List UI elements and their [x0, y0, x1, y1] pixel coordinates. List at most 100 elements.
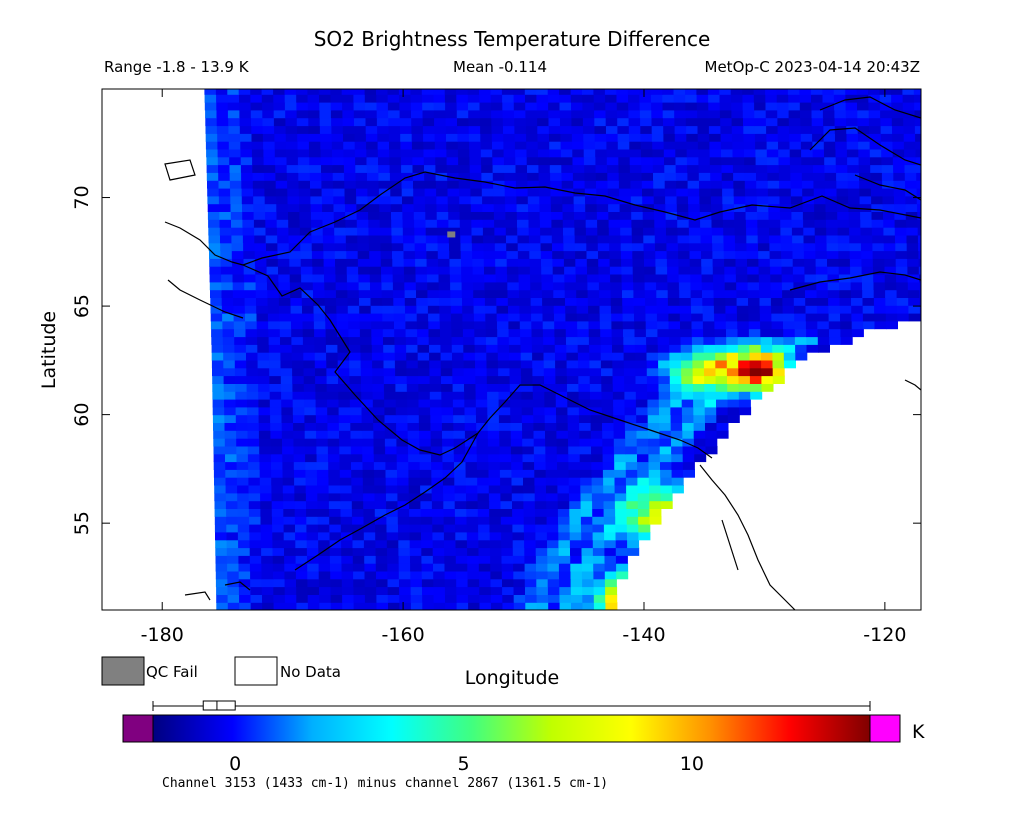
swath-cell	[463, 352, 476, 361]
swath-cell	[455, 555, 468, 564]
swath-cell	[211, 336, 224, 345]
swath-cell	[738, 367, 751, 377]
swath-cell	[481, 164, 494, 173]
swath-cell	[241, 188, 254, 197]
swath-cell	[847, 156, 860, 166]
swath-cell	[351, 469, 364, 478]
swath-cell	[468, 117, 481, 127]
swath-cell	[445, 125, 458, 134]
swath-cell	[321, 164, 333, 173]
swath-cell	[754, 125, 767, 134]
swath-cell	[461, 274, 474, 283]
swath-cell	[235, 399, 248, 408]
swath-cell	[573, 195, 586, 205]
swath-cell	[822, 109, 835, 119]
swath-cell	[486, 352, 499, 361]
swath-cell	[488, 477, 501, 486]
swath-cell	[225, 492, 238, 502]
swath-cell	[659, 430, 672, 439]
swath-cell	[805, 297, 818, 306]
swath-cell	[482, 227, 495, 236]
swath-cell	[312, 281, 325, 291]
swath-cell	[246, 375, 259, 384]
swath-cell	[681, 406, 694, 416]
swath-cell	[666, 250, 679, 259]
swath-cell	[354, 148, 367, 158]
swath-cell	[535, 539, 548, 549]
swath-cell	[604, 547, 617, 556]
swath-cell	[400, 133, 413, 142]
swath-cell	[502, 578, 514, 588]
swath-cell	[314, 344, 327, 353]
swath-cell	[372, 391, 385, 400]
swath-cell	[860, 234, 873, 244]
swath-cell	[716, 406, 729, 416]
swath-cell	[443, 500, 456, 509]
swath-cell	[429, 391, 442, 400]
swath-cell	[631, 227, 644, 236]
swath-cell	[226, 555, 239, 564]
swath-cell	[528, 227, 541, 236]
swath-cell	[645, 320, 658, 330]
swath-cell	[515, 172, 528, 181]
swath-cell	[616, 94, 629, 103]
swath-cell	[813, 188, 826, 197]
swath-cell	[904, 148, 917, 158]
swath-cell	[509, 344, 522, 353]
swath-cell	[387, 94, 400, 103]
swath-cell	[696, 102, 709, 111]
swath-cell	[533, 438, 546, 447]
swath-cell	[590, 406, 603, 416]
swath-cell	[522, 430, 535, 439]
swath-cell	[453, 445, 466, 455]
swath-cell	[857, 117, 870, 127]
swath-cell	[270, 453, 283, 463]
swath-cell	[512, 539, 525, 549]
swath-cell	[749, 375, 762, 384]
swath-cell	[850, 281, 863, 291]
swath-cell	[591, 461, 604, 470]
swath-cell	[511, 461, 524, 470]
swath-cell	[727, 406, 740, 416]
swath-cell	[859, 172, 871, 181]
swath-cell	[484, 274, 497, 283]
swath-cell	[859, 203, 872, 212]
swath-cell	[494, 234, 507, 244]
swath-cell	[394, 336, 407, 345]
swath-cell	[829, 336, 842, 345]
swath-cell	[248, 508, 261, 517]
swath-cell	[430, 422, 443, 431]
swath-cell	[704, 406, 717, 416]
swath-cell	[565, 305, 578, 314]
swath-cell	[397, 516, 410, 525]
swath-cell	[282, 477, 295, 486]
swath-cell	[527, 172, 540, 181]
swath-cell	[766, 125, 779, 134]
swath-cell	[520, 359, 533, 369]
swath-cell	[387, 594, 400, 603]
swath-cell	[362, 461, 375, 470]
swath-cell	[373, 438, 386, 447]
swath-cell	[449, 242, 461, 252]
swath-cell	[721, 148, 733, 158]
swath-cell	[504, 180, 517, 189]
swath-cell	[530, 274, 542, 283]
swath-cell	[220, 250, 233, 259]
swath-cell	[688, 195, 700, 205]
swath-cell	[723, 234, 736, 244]
swath-cell	[379, 219, 392, 228]
swath-cell	[588, 336, 601, 345]
swath-cell	[393, 313, 406, 322]
swath-cell	[629, 164, 642, 173]
swath-cell	[235, 414, 248, 423]
swath-cell	[681, 383, 694, 392]
swath-cell	[512, 500, 524, 509]
swath-cell	[358, 281, 371, 291]
swath-cell	[315, 375, 328, 384]
swath-cell	[260, 492, 273, 502]
swath-cell	[556, 406, 568, 416]
swath-cell	[835, 133, 847, 142]
swath-cell	[689, 234, 702, 244]
swath-cell	[454, 508, 467, 517]
swath-cell	[340, 524, 353, 533]
